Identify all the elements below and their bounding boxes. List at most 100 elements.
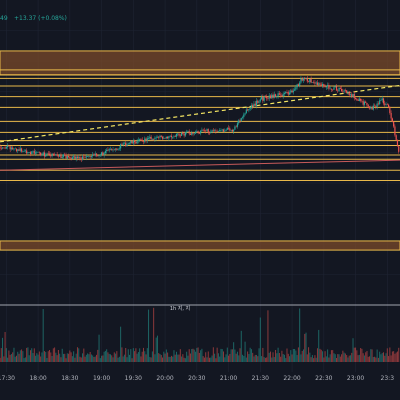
volume-bar bbox=[103, 351, 105, 362]
candle-body bbox=[186, 131, 188, 133]
volume-bar bbox=[75, 353, 77, 362]
candle-body bbox=[64, 154, 66, 156]
volume-bar bbox=[238, 355, 240, 362]
zones bbox=[0, 50, 400, 251]
volume-bar bbox=[169, 356, 171, 362]
candle-body bbox=[367, 105, 369, 107]
volume-bar bbox=[243, 355, 245, 362]
candle-body bbox=[390, 112, 392, 119]
volume-bar bbox=[275, 350, 277, 362]
volume-bar bbox=[247, 351, 249, 362]
volume-bar bbox=[132, 348, 134, 362]
volume-bar bbox=[353, 347, 355, 362]
candle-body bbox=[250, 105, 253, 109]
volume-bar bbox=[149, 356, 151, 362]
volume-bar bbox=[178, 354, 180, 362]
volume-bar bbox=[259, 317, 261, 362]
volume-bar bbox=[12, 352, 14, 362]
candle-body bbox=[347, 91, 349, 93]
candle-body bbox=[277, 93, 279, 97]
candle-body bbox=[255, 100, 258, 106]
volume-bar bbox=[309, 352, 311, 362]
x-tick-label: 19:00 bbox=[93, 375, 110, 382]
volume-bar bbox=[211, 355, 213, 362]
volume-bar bbox=[333, 353, 335, 362]
candle-body bbox=[38, 151, 40, 153]
volume-bar bbox=[346, 355, 348, 362]
candle-body bbox=[108, 149, 110, 151]
candle-body bbox=[109, 149, 112, 150]
candle-body bbox=[79, 156, 81, 159]
volume-bar bbox=[112, 357, 114, 362]
volume-bar bbox=[395, 352, 397, 362]
volume-bar bbox=[92, 355, 94, 362]
candle-body bbox=[240, 117, 242, 122]
volume-bar bbox=[372, 357, 374, 362]
volume-bar bbox=[245, 357, 247, 362]
volume-bar bbox=[327, 349, 329, 362]
volume-bar bbox=[291, 354, 293, 362]
candle-body bbox=[153, 138, 155, 140]
volume-bar bbox=[54, 347, 56, 362]
candle-body bbox=[196, 131, 198, 132]
candle-body bbox=[343, 90, 345, 92]
candle-body bbox=[174, 136, 176, 137]
candle-body bbox=[66, 155, 68, 159]
volume-bar bbox=[93, 356, 95, 362]
volume-bar bbox=[89, 351, 91, 362]
candle-body bbox=[379, 100, 381, 105]
volume-bar bbox=[389, 347, 391, 362]
x-tick-label: 22:30 bbox=[315, 375, 332, 382]
volume-bar bbox=[302, 349, 304, 362]
candle-body bbox=[154, 137, 156, 140]
candle-body bbox=[266, 96, 268, 99]
candle-body bbox=[15, 148, 18, 152]
candle-body bbox=[134, 140, 136, 143]
candle-body bbox=[75, 156, 77, 159]
candle-body bbox=[78, 156, 80, 158]
candle-body bbox=[45, 154, 47, 157]
candle-body bbox=[65, 154, 67, 159]
volume-bar bbox=[202, 356, 204, 362]
volume-bar bbox=[254, 354, 256, 362]
candle-body bbox=[366, 102, 368, 106]
candle-body bbox=[137, 139, 140, 141]
candle-body bbox=[337, 90, 339, 92]
candle-body bbox=[376, 103, 378, 107]
candle-body bbox=[348, 91, 350, 96]
candle-body bbox=[95, 153, 98, 156]
volume-bar bbox=[393, 351, 395, 362]
candle-body bbox=[159, 135, 161, 138]
volume-bar bbox=[122, 356, 124, 362]
candle-body bbox=[180, 132, 183, 136]
volume-bar bbox=[366, 350, 368, 362]
candle-body bbox=[8, 145, 10, 147]
candle-body bbox=[354, 98, 357, 99]
candle-body bbox=[320, 84, 322, 86]
volume-bar bbox=[273, 357, 275, 362]
volume-bar bbox=[28, 355, 30, 362]
volume-bar bbox=[236, 351, 238, 362]
candle-body bbox=[356, 98, 358, 100]
volume-bar bbox=[323, 357, 325, 362]
x-tick-label: 22:00 bbox=[283, 375, 300, 382]
candle-body bbox=[178, 133, 180, 136]
volume-bar bbox=[66, 353, 68, 362]
candle-body bbox=[271, 94, 273, 99]
candle-body bbox=[130, 140, 132, 143]
volume-bar bbox=[220, 348, 222, 362]
volume-bar bbox=[369, 356, 371, 362]
volume-bar bbox=[349, 355, 351, 362]
candle-body bbox=[144, 138, 146, 142]
volume-bar bbox=[206, 357, 208, 362]
x-axis-ticks: 17:30 18:00 18:30 19:00 19:30 20:00 20:30 21:00… bbox=[0, 375, 394, 382]
volume-bar bbox=[367, 356, 369, 362]
volume-bar bbox=[191, 348, 193, 362]
candle-body bbox=[54, 154, 56, 156]
candle-body bbox=[51, 153, 53, 157]
volume-bar bbox=[262, 347, 264, 362]
volume-bar bbox=[286, 348, 288, 362]
volume-bar bbox=[377, 357, 379, 362]
volume-bar bbox=[334, 354, 336, 362]
candle-body bbox=[222, 129, 225, 132]
